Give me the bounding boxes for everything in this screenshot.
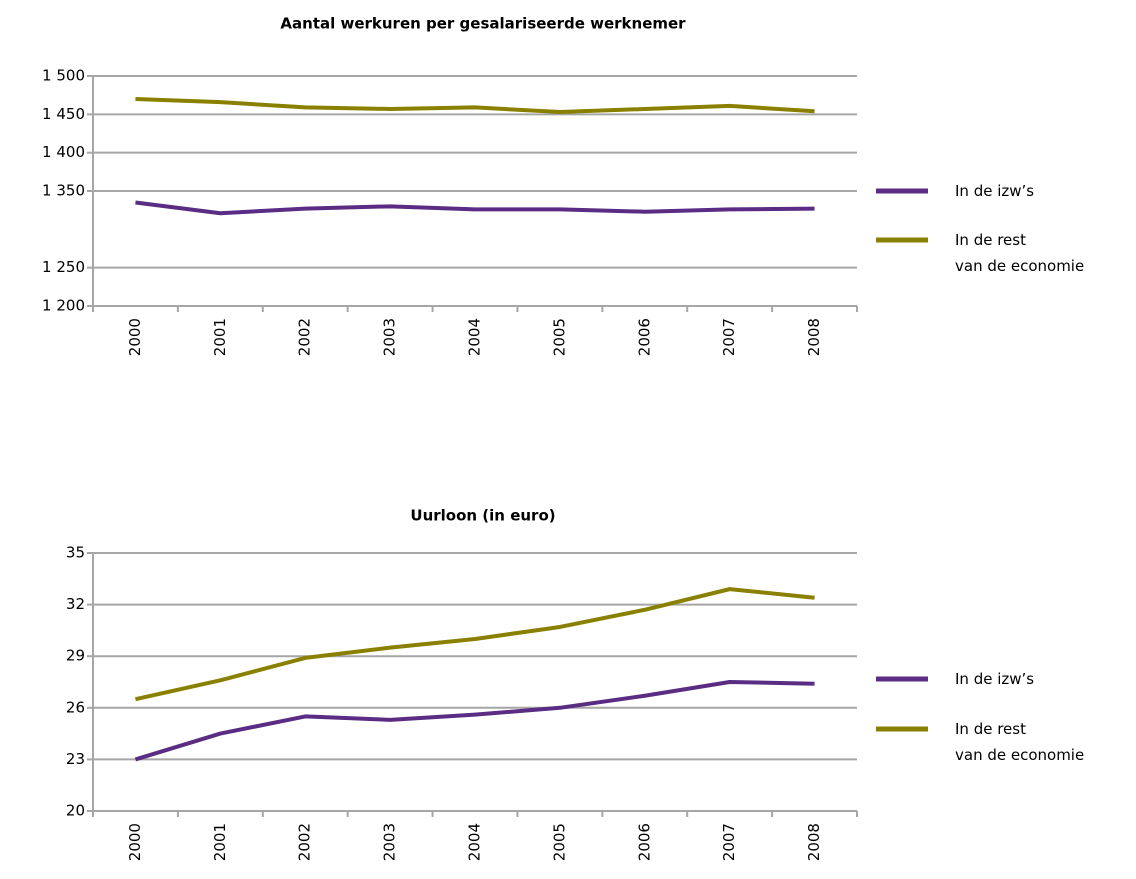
y-tick-label: 35 (66, 544, 85, 562)
chart-title: Uurloon (in euro) (410, 507, 555, 525)
y-tick-label: 1 250 (42, 258, 85, 276)
x-tick-label: 2007 (720, 318, 738, 356)
x-tick-label: 2007 (720, 823, 738, 861)
y-tick-label: 20 (66, 802, 85, 820)
x-tick-label: 2003 (381, 318, 399, 356)
x-tick-label: 2008 (805, 318, 823, 356)
y-tick-label: 23 (66, 750, 85, 768)
legend-label: In de rest van de economie (955, 720, 1085, 764)
x-tick-label: 2003 (381, 823, 399, 861)
y-tick-label: 1 200 (42, 297, 85, 315)
y-tick-label: 32 (66, 595, 85, 613)
x-tick-label: 2000 (126, 823, 144, 861)
y-tick-label: 29 (66, 647, 85, 665)
x-tick-label: 2006 (635, 318, 653, 356)
x-tick-label: 2008 (805, 823, 823, 861)
x-tick-label: 2002 (296, 823, 314, 861)
x-tick-label: 2006 (635, 823, 653, 861)
x-tick-label: 2001 (211, 318, 229, 356)
y-tick-label: 1 400 (42, 143, 85, 161)
y-tick-label: 1 500 (42, 67, 85, 85)
x-tick-label: 2004 (466, 318, 484, 356)
x-tick-label: 2000 (126, 318, 144, 356)
x-tick-label: 2001 (211, 823, 229, 861)
series-line (134, 680, 815, 762)
x-tick-label: 2002 (296, 318, 314, 356)
x-tick-label: 2005 (550, 318, 568, 356)
legend-label: In de rest van de economie (955, 231, 1085, 275)
y-tick-label: 1 350 (42, 182, 85, 200)
y-tick-label: 26 (66, 698, 85, 716)
x-tick-label: 2004 (466, 823, 484, 861)
series-line (135, 97, 815, 115)
series-line (135, 200, 815, 216)
legend-label: In de izw’s (955, 182, 1035, 200)
series-line (135, 587, 815, 702)
y-tick-label: 1 450 (42, 105, 85, 123)
legend-label: In de izw’s (955, 670, 1035, 688)
x-tick-label: 2005 (550, 823, 568, 861)
chart-title: Aantal werkuren per gesalariseerde werkn… (280, 15, 686, 33)
